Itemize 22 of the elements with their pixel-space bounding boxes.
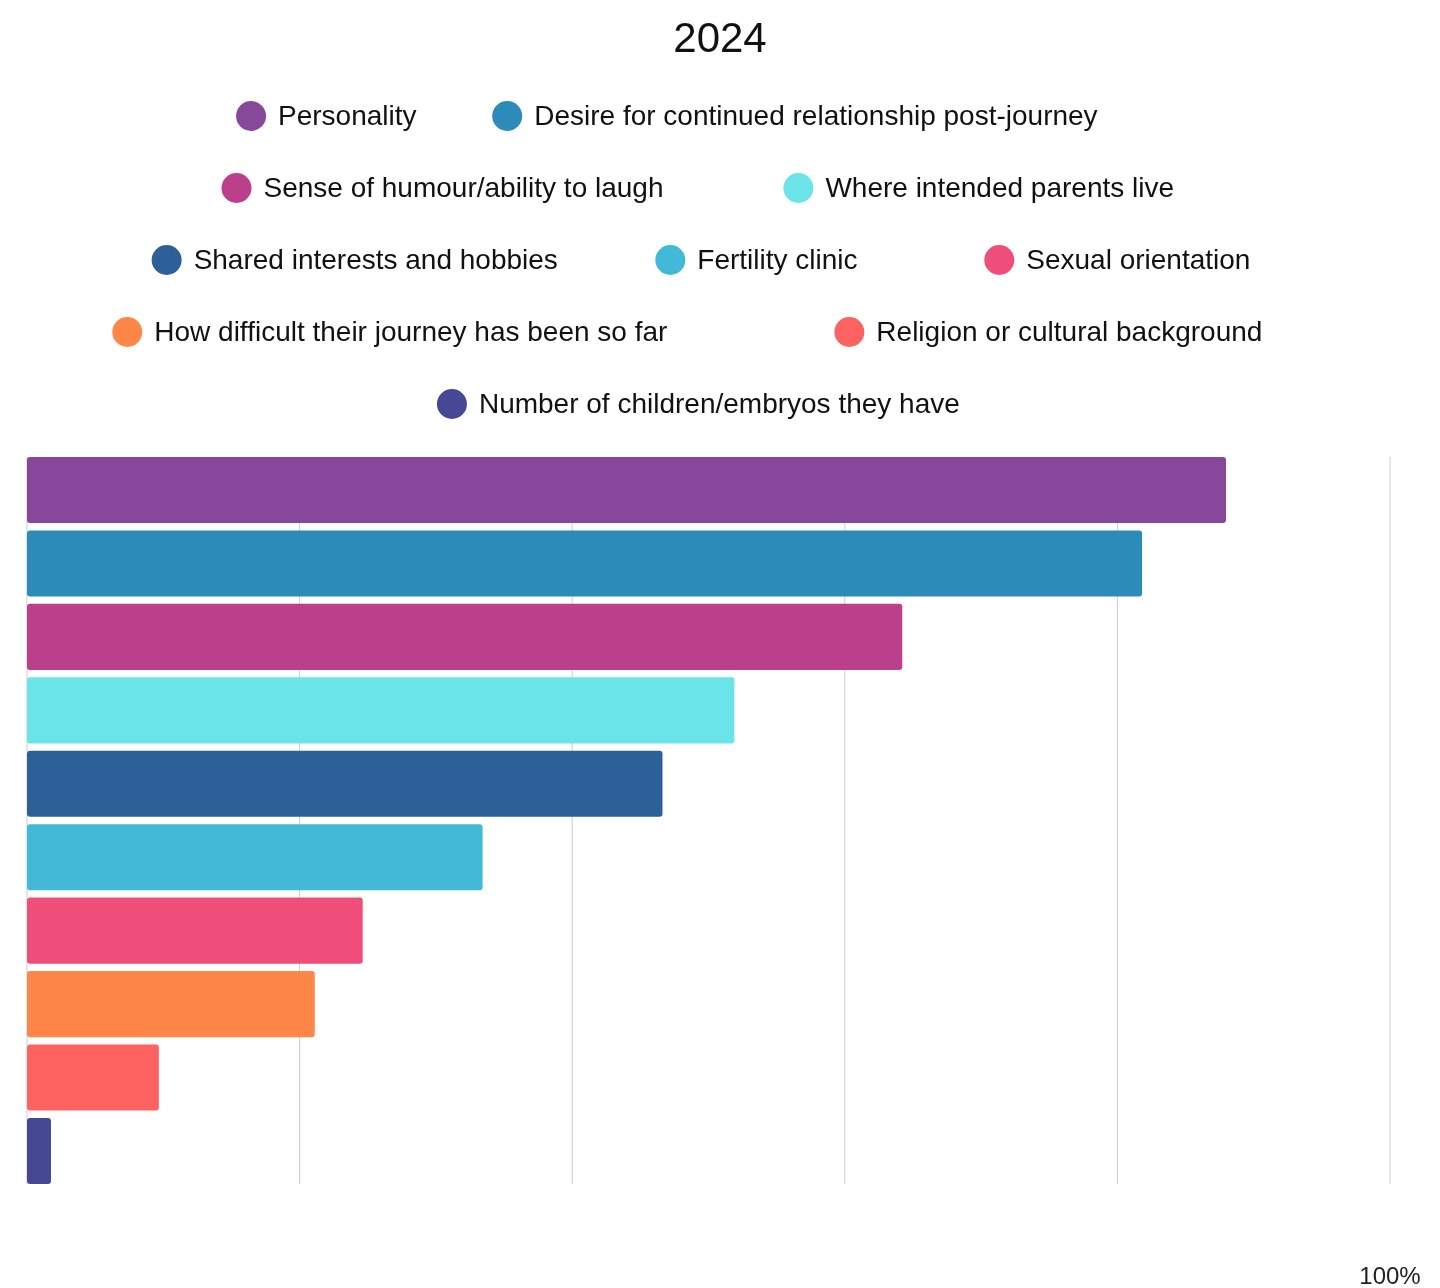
bar xyxy=(27,1117,51,1184)
legend-label: Sexual orientation xyxy=(1026,244,1251,275)
bar xyxy=(27,1044,159,1111)
bar xyxy=(27,971,315,1038)
legend-label: Sense of humour/ability to laugh xyxy=(263,172,664,203)
legend-label: Shared interests and hobbies xyxy=(193,244,558,275)
bar xyxy=(27,897,363,964)
bar xyxy=(27,750,663,817)
bar xyxy=(27,457,1226,524)
legend-label: Number of children/embryos they have xyxy=(478,388,960,419)
bar xyxy=(27,530,1143,597)
text: 100% xyxy=(1359,1262,1421,1288)
legend-label: Fertility clinic xyxy=(697,244,858,275)
bar xyxy=(27,603,903,670)
legend-label: Desire for continued relationship post-journey xyxy=(534,100,1098,131)
legend-label: How difficult their journey has been so far xyxy=(154,316,668,347)
chart-title: 2024 xyxy=(673,14,767,61)
bar xyxy=(27,677,735,744)
legend-label: Personality xyxy=(278,100,417,131)
legend-label: Religion or cultural background xyxy=(876,316,1263,347)
bar xyxy=(27,824,483,891)
legend-label: Where intended parents live xyxy=(825,172,1175,203)
